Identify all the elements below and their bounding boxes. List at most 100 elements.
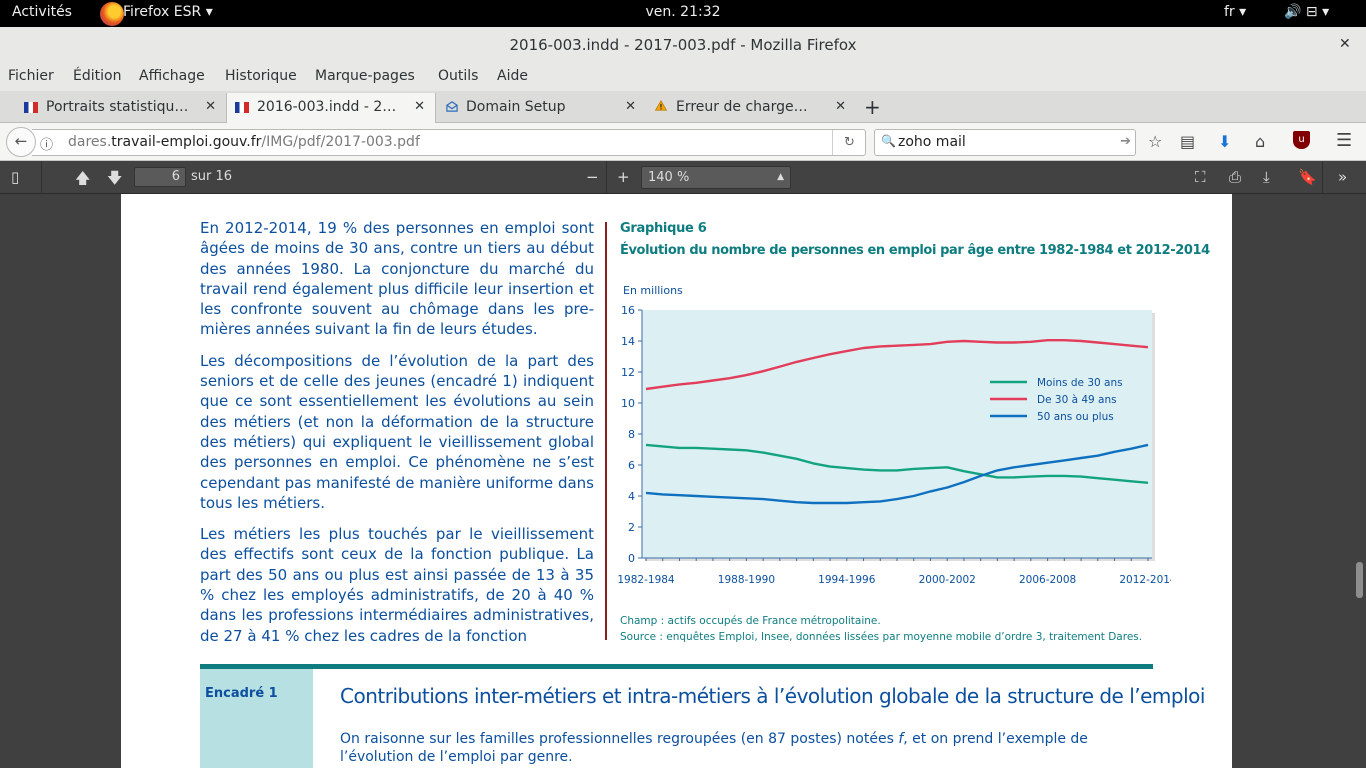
tab-close-button[interactable]: ✕	[625, 99, 636, 114]
reload-icon[interactable]: ↻	[832, 130, 866, 155]
hamburger-menu-icon[interactable]: ☰	[1336, 130, 1353, 151]
tab-domain-setup[interactable]: Domain Setup ✕	[436, 93, 646, 123]
zoom-select[interactable]: 140 %▲▼	[641, 166, 791, 203]
scrollbar-thumb[interactable]	[1356, 562, 1363, 598]
graph-champ-note: Champ : actifs occupés de France métropo…	[620, 615, 881, 627]
pdf-toolbar: ▯ 🡅 🡇 6 sur 16 − + 140 %▲▼ ⛶ ⎙ ⤓ 🔖 »	[0, 161, 1366, 203]
tab-close-button[interactable]: ✕	[205, 99, 216, 114]
series-line-1	[645, 443, 1149, 484]
pdf-viewer[interactable]: En 2012-2014, 19 % des personnes en empl…	[0, 194, 1366, 768]
y-tick-label: 0	[628, 552, 635, 565]
encadre-body: On raisonne sur les familles professionn…	[340, 730, 1153, 766]
encadre-sidebar	[200, 669, 313, 768]
french-flag-icon	[24, 102, 38, 113]
zoom-in-icon[interactable]: +	[617, 168, 630, 186]
legend-label: De 30 à 49 ans	[1037, 394, 1117, 406]
tab-bar: Portraits statistiqu… ✕ 2016-003.indd - …	[0, 91, 1366, 123]
new-tab-button[interactable]: +	[864, 95, 881, 119]
tab-portraits[interactable]: Portraits statistiqu… ✕	[16, 93, 226, 123]
x-tick-label: 1988-1990	[718, 574, 775, 586]
back-button[interactable]: ←	[6, 127, 36, 157]
line-chart: 0 2 4 6 8 10 12 14 16 1982-1984 1988-1990 1994-1996…	[617, 304, 1171, 586]
french-flag-icon	[235, 102, 249, 113]
app-menu-button[interactable]: Firefox ESR ▾	[123, 4, 213, 20]
tab-label: Erreur de charge…	[676, 99, 808, 115]
search-go-icon[interactable]: ➔	[1120, 134, 1131, 149]
page-count: sur 16	[191, 169, 233, 184]
search-bar[interactable]: 🔍 zoho mail ➔	[874, 129, 1136, 156]
tab-close-button[interactable]: ✕	[835, 99, 846, 114]
encadre-title: Contributions inter-métiers et intra-mét…	[340, 684, 1205, 708]
tools-chevron-icon[interactable]: »	[1338, 168, 1348, 186]
gnome-top-bar: Activités Firefox ESR ▾ ven. 21:32 fr ▾ …	[0, 0, 1366, 27]
bookmark-icon[interactable]: 🔖	[1298, 168, 1317, 186]
menu-historique[interactable]: Historique	[225, 68, 297, 84]
graph-title: Évolution du nombre de personnes en empl…	[620, 243, 1210, 258]
column-divider	[605, 222, 607, 640]
window-close-button[interactable]: ✕	[1339, 36, 1351, 52]
encadre-label: Encadré 1	[205, 686, 278, 701]
warning-icon	[654, 100, 668, 111]
previous-page-icon[interactable]: 🡅	[75, 169, 91, 187]
tab-label: Domain Setup	[466, 99, 566, 115]
site-info-icon[interactable]: ⓘ	[40, 138, 54, 153]
tab-label: 2016-003.indd - 2…	[257, 99, 397, 115]
url-text[interactable]: dares.travail-emploi.gouv.fr/IMG/pdf/201…	[68, 134, 420, 150]
activities-button[interactable]: Activités	[12, 4, 72, 20]
home-icon[interactable]: ⌂	[1255, 132, 1266, 151]
print-icon[interactable]: ⎙	[1229, 168, 1242, 186]
app-menu-label: Firefox ESR	[123, 4, 202, 20]
navigation-bar: ⓘ dares.travail-emploi.gouv.fr/IMG/pdf/2…	[0, 123, 1366, 161]
encadre-body-variable: f	[898, 731, 904, 747]
tab-pdf[interactable]: 2016-003.indd - 2… ✕	[226, 93, 436, 123]
page-number-input[interactable]: 6	[134, 167, 186, 187]
search-input[interactable]: zoho mail	[898, 134, 966, 150]
download-icon[interactable]: ⤓	[1263, 168, 1270, 186]
url-bar[interactable]: ⓘ dares.travail-emploi.gouv.fr/IMG/pdf/2…	[32, 129, 866, 156]
menu-edition[interactable]: Édition	[73, 68, 122, 84]
graph-kicker: Graphique 6	[620, 221, 707, 236]
menu-affichage[interactable]: Affichage	[139, 68, 205, 84]
tab-erreur[interactable]: Erreur de charge… ✕	[646, 93, 856, 123]
series-line-2	[645, 339, 1149, 391]
series-line-3	[645, 443, 1149, 505]
paragraph: Les décompositions de l’évolution de la …	[200, 351, 594, 512]
x-tick-label: 1982-1984	[617, 574, 675, 586]
window-title: 2016-003.indd - 2017-003.pdf - Mozilla F…	[509, 36, 857, 54]
encadre-rule	[200, 664, 1153, 669]
menu-aide[interactable]: Aide	[497, 68, 528, 84]
x-tick-label: 2000-2002	[919, 574, 976, 586]
y-tick-label: 12	[621, 366, 635, 379]
reading-list-icon[interactable]: ▤	[1180, 132, 1196, 151]
bookmark-star-icon[interactable]: ☆	[1148, 132, 1163, 151]
menu-marque-pages[interactable]: Marque-pages	[315, 68, 415, 84]
clock[interactable]: ven. 21:32	[645, 4, 721, 20]
y-tick-label: 8	[628, 428, 635, 441]
y-tick-label: 6	[628, 459, 635, 472]
menu-fichier[interactable]: Fichier	[8, 68, 54, 84]
graph-unit: En millions	[623, 284, 683, 297]
downloads-icon[interactable]: ⬇	[1218, 132, 1232, 151]
envelope-icon	[446, 101, 458, 112]
app-menu-arrow: ▾	[205, 4, 213, 20]
pdf-page: En 2012-2014, 19 % des personnes en empl…	[121, 194, 1232, 768]
x-tick-label: 2006-2008	[1019, 574, 1076, 586]
url-domain: travail-emploi.gouv.fr	[111, 134, 262, 150]
tab-close-button[interactable]: ✕	[414, 99, 425, 114]
zoom-out-icon[interactable]: −	[586, 168, 599, 186]
y-tick-label: 2	[628, 521, 635, 534]
graph-source-note: Source : enquêtes Emploi, Insee, données…	[620, 631, 1143, 643]
menubar: Fichier Édition Affichage Historique Mar…	[0, 63, 1366, 91]
presentation-mode-icon[interactable]: ⛶	[1195, 168, 1206, 186]
x-tick-label: 1994-1996	[818, 574, 876, 586]
body-text-column: En 2012-2014, 19 % des personnes en empl…	[200, 218, 594, 657]
url-path: /IMG/pdf/2017-003.pdf	[261, 134, 420, 150]
x-tick-label: 2012-2014	[1119, 574, 1171, 586]
sidebar-toggle-icon[interactable]: ▯	[11, 168, 20, 186]
firefox-logo-icon	[100, 2, 124, 26]
next-page-icon[interactable]: 🡇	[107, 169, 123, 187]
ublock-shield-icon[interactable]: u	[1293, 131, 1310, 149]
system-menu[interactable]: 🔊 ⊟ ▾	[1284, 4, 1330, 20]
menu-outils[interactable]: Outils	[438, 68, 479, 84]
language-indicator[interactable]: fr ▾	[1224, 4, 1247, 20]
